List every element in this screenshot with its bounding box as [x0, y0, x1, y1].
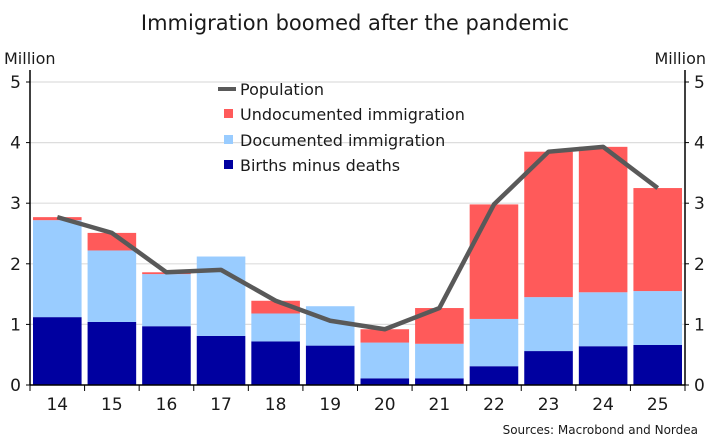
x-tick-label: 17	[210, 395, 232, 415]
bar-births-minus-deaths	[33, 317, 82, 385]
legend: Population Undocumented immigration Docu…	[218, 80, 465, 175]
bar-documented-immigration	[578, 292, 628, 347]
legend-swatch-undocumented	[224, 109, 233, 118]
bar-births-minus-deaths	[469, 366, 519, 385]
bar-documented-immigration	[251, 313, 300, 342]
x-tick-label: 21	[429, 395, 451, 415]
tick-labels: 0 01 12 23 34 45 514 15 16 17 18 19 20 21 22 23 24 25	[10, 73, 705, 415]
bar-documented-immigration	[469, 318, 519, 367]
bar-births-minus-deaths	[87, 321, 137, 385]
x-tick-label: 24	[592, 395, 614, 415]
x-tick-label: 18	[265, 395, 287, 415]
legend-label-documented: Documented immigration	[240, 131, 445, 150]
x-tick-label: 15	[101, 395, 123, 415]
bar-documented-immigration	[33, 220, 82, 318]
bar-births-minus-deaths	[305, 345, 355, 385]
bar-births-minus-deaths	[196, 335, 246, 385]
bar-births-minus-deaths	[415, 378, 464, 385]
bar-births-minus-deaths	[578, 346, 628, 385]
y-tick-label-right: 0	[694, 376, 705, 396]
population-line	[56, 144, 660, 332]
y-axis-left-unit: Million	[4, 49, 56, 68]
y-tick-label-right: 3	[694, 194, 705, 214]
bar-births-minus-deaths	[633, 345, 682, 385]
population-line-group	[56, 144, 660, 332]
gridlines	[30, 81, 685, 325]
bar-births-minus-deaths	[360, 378, 410, 385]
bar-documented-immigration	[87, 250, 137, 322]
legend-label-population: Population	[240, 80, 324, 99]
y-tick-label-left: 4	[10, 134, 21, 154]
x-tick-label: 16	[156, 395, 178, 415]
bar-documented-immigration	[142, 274, 191, 327]
y-tick-label-left: 3	[10, 194, 21, 214]
bar-undocumented-immigration	[360, 329, 410, 343]
y-tick-label-right: 4	[694, 134, 705, 154]
x-tick-label: 22	[483, 395, 505, 415]
legend-swatch-births	[224, 160, 233, 169]
bar-undocumented-immigration	[578, 146, 628, 293]
bar-documented-immigration	[305, 306, 355, 346]
bar-documented-immigration	[633, 291, 682, 346]
bars	[33, 146, 682, 385]
legend-label-undocumented: Undocumented immigration	[240, 105, 465, 124]
bar-undocumented-immigration	[87, 232, 137, 251]
x-tick-label: 19	[319, 395, 341, 415]
bar-births-minus-deaths	[524, 351, 573, 385]
y-axis-right-unit: Million	[654, 49, 706, 68]
y-tick-label-right: 2	[694, 255, 705, 275]
chart-title: Immigration boomed after the pandemic	[141, 11, 569, 35]
x-tick-label: 14	[46, 395, 68, 415]
bar-undocumented-immigration	[469, 204, 519, 319]
y-tick-label-left: 5	[10, 73, 21, 93]
x-tick-label: 25	[647, 395, 669, 415]
source-note: Sources: Macrobond and Nordea	[503, 423, 698, 437]
axes	[26, 70, 689, 391]
legend-label-births: Births minus deaths	[240, 156, 400, 175]
bar-documented-immigration	[360, 342, 410, 379]
y-tick-label-right: 1	[694, 315, 705, 335]
bar-documented-immigration	[415, 343, 464, 379]
x-tick-label: 20	[374, 395, 396, 415]
y-tick-label-left: 0	[10, 376, 21, 396]
x-tick-label: 23	[538, 395, 560, 415]
bar-births-minus-deaths	[142, 326, 191, 385]
y-tick-label-right: 5	[694, 73, 705, 93]
bar-undocumented-immigration	[633, 188, 682, 292]
y-tick-label-left: 1	[10, 315, 21, 335]
legend-swatch-documented	[224, 135, 233, 144]
bar-undocumented-immigration	[524, 151, 573, 298]
y-tick-label-left: 2	[10, 255, 21, 275]
bar-documented-immigration	[524, 297, 573, 352]
bar-births-minus-deaths	[251, 341, 300, 385]
